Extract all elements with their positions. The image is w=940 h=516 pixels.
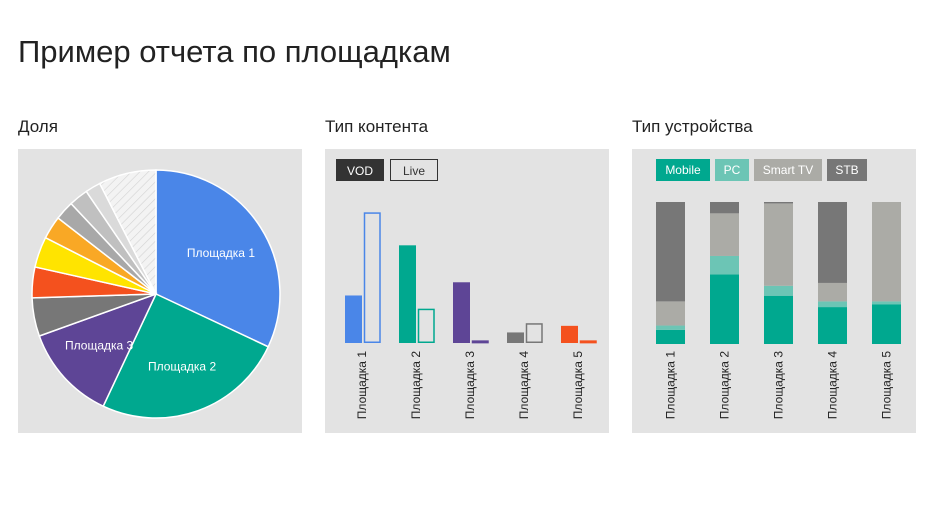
page-title: Пример отчета по площадкам [18,34,451,69]
share-pie-panel: Площадка 1 Площадка 2 Площадка 3 [18,149,302,433]
legend-stb-button[interactable]: STB [827,159,867,181]
device-stacked-chart: Площадка 1 Площадка 2 Площадка 3 Площадка 4… [656,202,901,420]
legend-pc-button[interactable]: PC [715,159,749,181]
stack-stb-3[interactable] [764,202,793,204]
stack-mobile-2[interactable] [710,274,739,344]
legend-vod-button[interactable]: VOD [336,159,384,181]
legend-mobile-button[interactable]: Mobile [656,159,710,181]
stack-stb-2[interactable] [710,202,739,214]
share-chart-title: Доля [18,117,58,136]
x-tick-label: Площадка 2 [409,351,423,420]
stack-smart-tv-3[interactable] [764,203,793,286]
stack-smart-tv-5[interactable] [872,202,901,302]
stack-mobile-1[interactable] [656,329,685,344]
pie-slice-label: Площадка 2 [148,359,217,373]
stack-pc-4[interactable] [818,301,847,308]
content-chart-title: Тип контента [325,117,429,136]
stack-pc-1[interactable] [656,325,685,330]
x-tick-label: Площадка 2 [718,351,732,420]
stack-smart-tv-1[interactable] [656,301,685,326]
bar-vod-4[interactable] [507,332,524,343]
stack-mobile-5[interactable] [872,304,901,344]
pie-slice-1[interactable] [155,169,281,348]
bar-live-4[interactable] [525,323,543,343]
bar-live-1[interactable] [363,212,381,343]
stack-pc-2[interactable] [710,255,739,275]
stack-mobile-4[interactable] [818,307,847,344]
x-tick-label: Площадка 4 [826,351,840,420]
device-chart-title: Тип устройства [632,117,753,136]
bar-vod-3[interactable] [453,282,470,343]
x-tick-label: Площадка 3 [772,351,786,420]
x-tick-label: Площадка 4 [517,351,531,420]
legend-live-button[interactable]: Live [390,159,438,181]
x-tick-label: Площадка 5 [880,351,894,420]
stack-smart-tv-2[interactable] [710,213,739,256]
x-tick-label: Площадка 1 [355,351,369,420]
pie-slice-label: Площадка 1 [187,246,256,260]
pie-slice-2[interactable] [102,293,270,419]
bar-live-2[interactable] [417,308,435,343]
bar-live-3[interactable] [471,340,489,344]
stack-pc-3[interactable] [764,285,793,296]
bar-vod-2[interactable] [399,245,416,343]
pie-slice-label: Площадка 3 [65,339,134,353]
stack-stb-1[interactable] [656,202,685,302]
content-bar-chart: Площадка 1 Площадка 2 Площадка 3 Площадка 4… [345,212,597,420]
legend-smart-tv-button[interactable]: Smart TV [754,159,822,181]
content-bar-panel: VOD Live Площадка 1 Площадка 2 Площадка 3 Пл… [325,149,609,433]
stack-pc-5[interactable] [872,301,901,305]
bar-live-5[interactable] [579,340,597,344]
stack-smart-tv-4[interactable] [818,282,847,302]
pie-slice-3[interactable] [38,292,158,408]
stack-mobile-3[interactable] [764,295,793,344]
x-tick-label: Площадка 5 [571,351,585,420]
share-pie-chart: Площадка 1 Площадка 2 Площадка 3 [31,169,281,419]
x-tick-label: Площадка 1 [664,351,678,420]
x-tick-label: Площадка 3 [463,351,477,420]
bar-vod-5[interactable] [561,325,578,343]
pie-slice-11[interactable] [98,169,157,295]
stack-stb-4[interactable] [818,202,847,283]
bar-vod-1[interactable] [345,295,362,343]
device-bar-panel: Mobile PC Smart TV STB Площадка 1 Площадка 2… [632,149,916,433]
